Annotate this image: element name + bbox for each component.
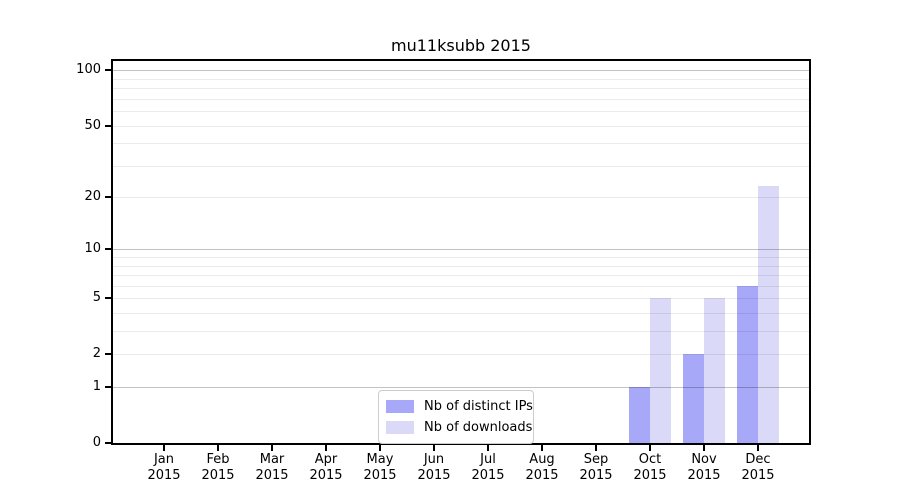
x-tick-label: Mar 2015	[255, 452, 289, 483]
bar-distinct-ips	[737, 285, 758, 443]
x-tick-label: Feb 2015	[201, 452, 235, 483]
grid-line-minor	[113, 313, 809, 315]
legend-label-distinct-ips: Nb of distinct IPs	[424, 399, 533, 414]
x-tick-label: Sep 2015	[579, 452, 613, 483]
x-tick-mark	[433, 445, 435, 451]
x-tick-mark	[271, 445, 273, 451]
bar-downloads	[704, 298, 725, 443]
y-tick-mark	[105, 248, 111, 251]
grid-line-minor	[113, 298, 809, 300]
grid-line-minor	[113, 98, 809, 100]
grid-line-minor	[113, 197, 809, 199]
y-tick-label: 20	[84, 189, 101, 205]
plot-area: Nb of distinct IPs Nb of downloads	[111, 59, 811, 445]
x-tick-label: Apr 2015	[309, 452, 343, 483]
grid-line-minor	[113, 257, 809, 259]
x-tick-mark	[379, 445, 381, 451]
y-tick-label: 50	[84, 117, 101, 133]
grid-line-minor	[113, 125, 809, 127]
x-tick-label: Dec 2015	[741, 452, 775, 483]
bar-downloads	[650, 298, 671, 443]
y-tick-mark	[105, 124, 111, 127]
x-tick-mark	[703, 445, 705, 451]
grid-line-major	[113, 70, 809, 72]
chart-title: mu11ksubb 2015	[391, 36, 531, 55]
y-tick-label: 1	[92, 379, 101, 395]
y-tick-label: 2	[92, 346, 101, 362]
legend-label-downloads: Nb of downloads	[424, 420, 533, 435]
grid-line-minor	[113, 275, 809, 277]
bar-downloads	[758, 186, 779, 443]
x-tick-label: Aug 2015	[525, 452, 559, 483]
x-tick-mark	[325, 445, 327, 451]
x-tick-mark	[487, 445, 489, 451]
y-tick-label: 0	[92, 435, 101, 450]
grid-line-major	[113, 387, 809, 389]
x-tick-label: Nov 2015	[687, 452, 721, 483]
grid-line-minor	[113, 165, 809, 167]
y-tick-label: 100	[76, 62, 101, 78]
x-tick-mark	[541, 445, 543, 451]
grid-line-major	[113, 249, 809, 251]
grid-line-minor	[113, 265, 809, 267]
x-tick-mark	[163, 445, 165, 451]
x-tick-label: Oct 2015	[633, 452, 667, 483]
grid-line-minor	[113, 111, 809, 113]
y-tick-mark	[105, 353, 111, 356]
y-tick-mark	[105, 196, 111, 199]
bar-distinct-ips	[683, 354, 704, 443]
y-tick-label: 10	[84, 241, 101, 257]
y-tick-mark	[105, 69, 111, 72]
y-tick-mark	[105, 442, 111, 444]
x-tick-label: May 2015	[363, 452, 397, 483]
x-tick-label: Jul 2015	[471, 452, 505, 483]
grid-line-minor	[113, 143, 809, 145]
x-tick-label: Jun 2015	[417, 452, 451, 483]
legend-item-distinct-ips: Nb of distinct IPs	[386, 396, 533, 417]
y-tick-mark	[105, 297, 111, 300]
x-tick-mark	[595, 445, 597, 451]
legend-swatch-downloads	[386, 421, 414, 434]
grid-line-minor	[113, 78, 809, 80]
grid-line-minor	[113, 354, 809, 356]
bar-distinct-ips	[629, 387, 650, 443]
x-tick-mark	[217, 445, 219, 451]
legend-swatch-distinct-ips	[386, 400, 414, 413]
grid-line-minor	[113, 285, 809, 287]
grid-line-minor	[113, 88, 809, 90]
x-tick-label: Jan 2015	[147, 452, 181, 483]
y-tick-label: 5	[92, 290, 101, 306]
x-tick-mark	[649, 445, 651, 451]
y-tick-mark	[105, 386, 111, 389]
legend: Nb of distinct IPs Nb of downloads	[378, 390, 534, 444]
x-tick-mark	[757, 445, 759, 451]
grid-line-minor	[113, 331, 809, 333]
legend-item-downloads: Nb of downloads	[386, 417, 533, 438]
